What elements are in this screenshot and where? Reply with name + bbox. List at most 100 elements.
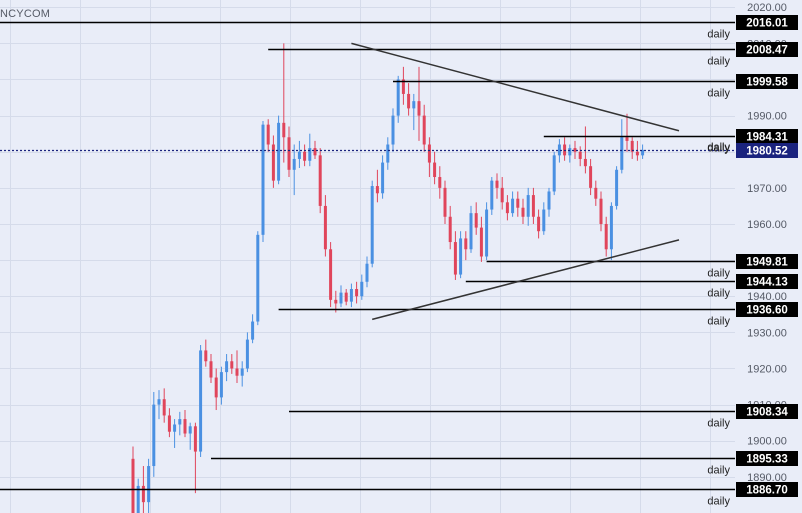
candle-body-up — [199, 350, 203, 452]
candle-body-down — [230, 361, 234, 369]
price-axis-tick-label: 1930.00 — [747, 327, 787, 339]
candle-body-down — [438, 177, 442, 188]
candle-body-down — [427, 144, 431, 163]
current-price-label-box — [736, 143, 798, 158]
candle-body-down — [583, 158, 587, 167]
level-price-label: 1984.31 — [746, 132, 788, 144]
candle-body-down — [479, 227, 483, 257]
candle-body-down — [407, 93, 411, 109]
candle-body-up — [365, 263, 369, 282]
price-axis-tick-label: 1890.00 — [747, 472, 787, 484]
level-price-label-box — [736, 302, 798, 317]
candle-body-up — [412, 101, 416, 109]
level-price-label: 2016.01 — [746, 18, 788, 30]
level-price-label: 1949.81 — [746, 257, 788, 269]
candle-body-up — [178, 419, 182, 425]
candle-body-up — [292, 158, 296, 170]
candle-body-down — [235, 368, 239, 376]
candle-body-down — [401, 79, 405, 94]
candle-body-down — [448, 216, 452, 243]
candle-body-down — [443, 187, 447, 217]
level-tag: daily — [707, 88, 730, 100]
candle-body-up — [511, 198, 515, 214]
candle-body-down — [282, 122, 286, 138]
candle-body-up — [547, 191, 551, 210]
level-tag: daily — [707, 288, 730, 300]
candle-body-up — [277, 122, 281, 181]
candle-body-down — [531, 195, 535, 217]
level-price-label-box — [736, 254, 798, 269]
candle-body-down — [433, 162, 437, 178]
candle-body-up — [615, 169, 619, 206]
level-price-label: 1895.33 — [746, 454, 788, 466]
candle-body-down — [453, 242, 457, 275]
level-tag: daily — [707, 268, 730, 280]
candle-body-down — [474, 213, 478, 228]
candle-body-up — [297, 151, 301, 159]
level-tag: daily — [707, 56, 730, 68]
candle-body-up — [552, 155, 556, 192]
price-axis-tick-label: 1970.00 — [747, 183, 787, 195]
candle-body-down — [204, 350, 208, 362]
candle-body-up — [147, 466, 151, 503]
candle-body-up — [620, 137, 624, 170]
candle-body-up — [339, 292, 343, 304]
trendline-lower — [372, 239, 680, 321]
candle-body-down — [630, 140, 634, 152]
trendline-upper — [351, 42, 680, 132]
watermark: NCYCOM — [0, 8, 51, 20]
trendlines-layer — [351, 42, 680, 321]
candle-body-up — [256, 234, 260, 322]
candle-body-up — [386, 144, 390, 163]
candle-body-up — [609, 205, 613, 250]
candle-body-down — [318, 155, 322, 206]
candle-body-down — [271, 144, 275, 181]
candle-body-down — [578, 151, 582, 159]
candle-body-down — [417, 101, 421, 116]
candle-body-down — [500, 187, 504, 203]
candle-body-down — [537, 216, 541, 232]
candle-body-down — [604, 223, 608, 250]
candle-body-down — [464, 238, 468, 250]
candle-body-down — [141, 485, 145, 503]
level-price-label: 1886.70 — [746, 485, 788, 497]
candle-body-down — [355, 289, 359, 297]
level-price-label: 1999.58 — [746, 77, 788, 89]
candle-body-up — [173, 424, 177, 432]
candle-body-up — [485, 209, 489, 257]
level-price-label: 1944.13 — [746, 277, 788, 289]
current-price-line-layer: daily — [0, 142, 735, 154]
candle-body-down — [214, 377, 218, 398]
candle-body-down — [594, 187, 598, 199]
level-tag: daily — [707, 496, 730, 508]
candle-body-down — [573, 148, 577, 152]
candle-body-up — [219, 372, 223, 398]
level-tag: daily — [707, 143, 730, 155]
candle-body-down — [375, 186, 379, 194]
candle-body-up — [469, 213, 473, 250]
candle-body-up — [526, 195, 530, 217]
level-tag: daily — [707, 316, 730, 328]
candle-body-down — [167, 415, 171, 432]
candle-body-down — [635, 151, 639, 156]
candle-body-up — [349, 289, 353, 302]
candle-body-down — [521, 207, 525, 217]
candle-body-down — [329, 249, 333, 300]
grid-lines — [0, 0, 735, 513]
candle-body-up — [459, 238, 463, 275]
current-price-tag: daily — [707, 142, 730, 154]
candle-body-down — [287, 137, 291, 170]
candle-body-up — [157, 399, 161, 405]
level-tag: daily — [707, 29, 730, 41]
candle-body-down — [334, 299, 338, 304]
candle-body-down — [344, 292, 348, 302]
candle-body-down — [516, 198, 520, 208]
candle-body-up — [391, 115, 395, 145]
candle-body-down — [505, 202, 509, 214]
candle-body-down — [266, 124, 270, 145]
candle-body-down — [183, 419, 187, 434]
candle-body-up — [188, 426, 192, 434]
candle-body-up — [225, 361, 229, 373]
